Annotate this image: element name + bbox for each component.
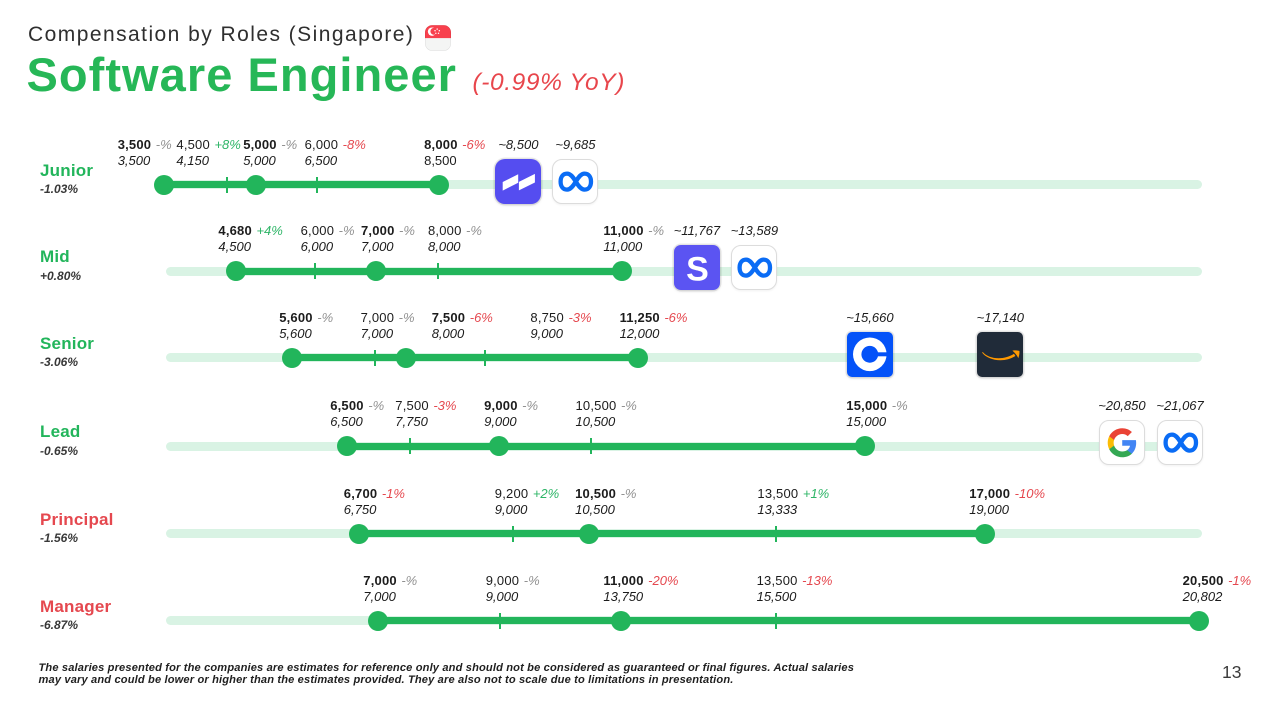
svg-text:S: S [686, 251, 709, 289]
